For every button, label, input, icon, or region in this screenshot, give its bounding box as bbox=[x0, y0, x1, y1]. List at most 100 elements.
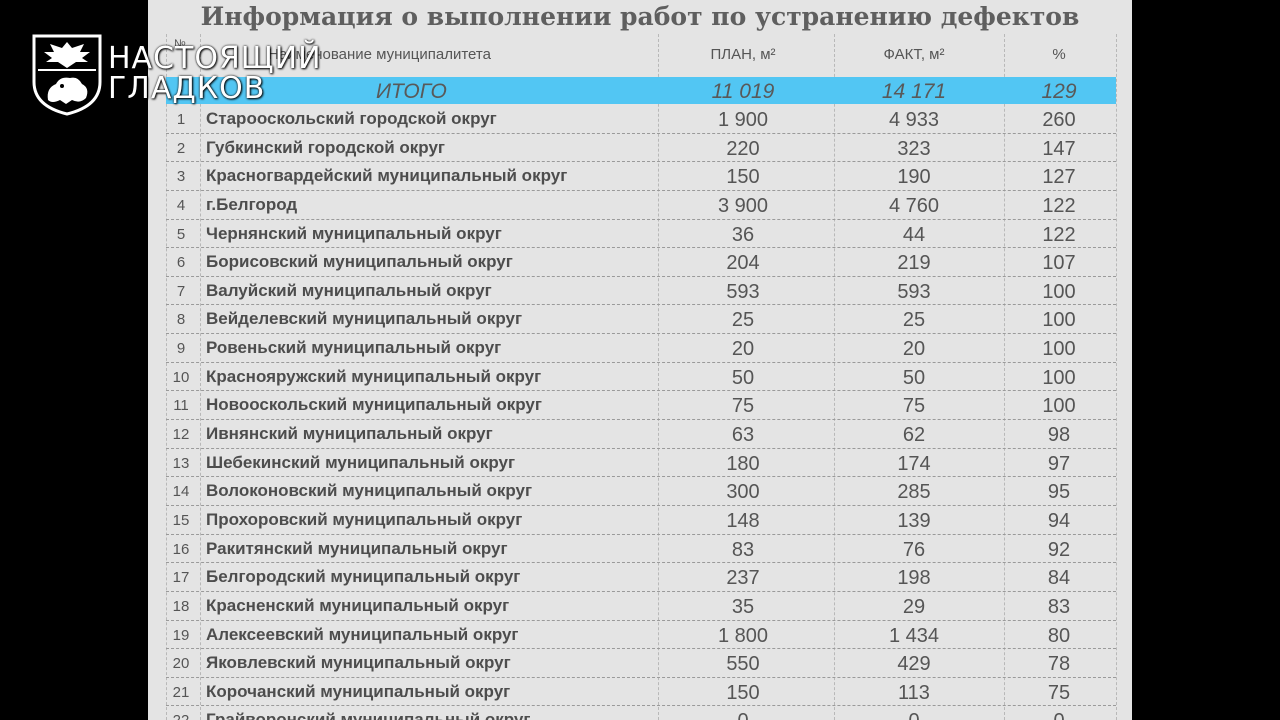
row-plan: 237 bbox=[726, 567, 760, 590]
table-row: 6 Борисовский муниципальный округ 204 219 10… bbox=[166, 248, 1116, 277]
row-fact: 1 434 bbox=[888, 624, 940, 647]
table-header: № Наименование муниципалитета ПЛАН, м² Ф… bbox=[148, 36, 1132, 76]
table-row: 18 Красненский муниципальный округ 35 29 83 bbox=[166, 592, 1116, 621]
row-pct: 84 bbox=[1047, 567, 1071, 590]
row-pct: 92 bbox=[1047, 538, 1071, 561]
totals-pct: 129 bbox=[1041, 80, 1077, 103]
row-num: 19 bbox=[172, 626, 190, 644]
row-fact: 75 bbox=[902, 395, 926, 418]
row-fact: 62 bbox=[902, 424, 926, 447]
row-name: Алексеевский муниципальный округ bbox=[206, 624, 519, 644]
row-name: Красненский муниципальный округ bbox=[206, 595, 510, 615]
header-fact: ФАКТ, м² bbox=[883, 46, 945, 63]
row-plan: 3 900 bbox=[717, 194, 769, 217]
row-plan: 204 bbox=[726, 252, 760, 275]
row-pct: 80 bbox=[1047, 624, 1071, 647]
table-row: 16 Ракитянский муниципальный округ 83 76 92 bbox=[166, 535, 1116, 564]
row-name: Ракитянский муниципальный округ bbox=[206, 538, 508, 558]
row-num: 8 bbox=[176, 311, 186, 329]
row-name: Краснояружский муниципальный округ bbox=[206, 366, 542, 386]
row-fact: 593 bbox=[897, 280, 931, 303]
row-fact: 4 933 bbox=[888, 109, 940, 131]
brand-line-2: ГЛАДКОВ bbox=[108, 71, 266, 106]
brand-line-1: НАСТОЯЩИЙ bbox=[108, 41, 322, 76]
row-pct: 147 bbox=[1042, 137, 1076, 160]
row-num: 12 bbox=[172, 426, 190, 444]
row-plan: 150 bbox=[726, 681, 760, 704]
row-plan: 25 bbox=[731, 309, 755, 332]
table-row: 9 Ровеньский муниципальный округ 20 20 100 bbox=[166, 334, 1116, 363]
row-fact: 20 bbox=[902, 338, 926, 361]
table-body: 1 Старооскольский городской округ 1 900 4 9… bbox=[166, 105, 1116, 720]
row-pct: 94 bbox=[1047, 509, 1071, 532]
table-row: 19 Алексеевский муниципальный округ 1 800 1… bbox=[166, 621, 1116, 650]
row-num: 20 bbox=[172, 655, 190, 673]
row-name: Борисовский муниципальный округ bbox=[206, 252, 513, 272]
row-name: Шебекинский муниципальный округ bbox=[206, 452, 516, 472]
table-row: 10 Краснояружский муниципальный округ 50 50… bbox=[166, 363, 1116, 392]
row-plan: 50 bbox=[731, 366, 755, 389]
row-name: Грайворонский муниципальный округ bbox=[206, 710, 531, 720]
row-fact: 0 bbox=[839, 710, 989, 720]
row-name: Вейделевский муниципальный округ bbox=[206, 309, 523, 329]
row-pct: 100 bbox=[1042, 280, 1076, 303]
row-name: Корочанский муниципальный округ bbox=[206, 681, 511, 701]
table-row: 2 Губкинский городской округ 220 323 147 bbox=[166, 134, 1116, 163]
table-row: 8 Вейделевский муниципальный округ 25 25 100 bbox=[166, 305, 1116, 335]
row-fact: 44 bbox=[902, 223, 926, 246]
row-fact: 25 bbox=[902, 309, 926, 332]
table-row: 11 Новооскольский муниципальный округ 75 75… bbox=[166, 391, 1116, 421]
row-num: 5 bbox=[176, 225, 186, 243]
row-pct: 83 bbox=[1047, 595, 1071, 618]
column-divider bbox=[834, 34, 835, 720]
header-pct: % bbox=[1052, 46, 1066, 63]
row-pct: 122 bbox=[1042, 223, 1076, 246]
row-name: Валуйский муниципальный округ bbox=[206, 280, 492, 300]
row-plan: 63 bbox=[731, 424, 755, 447]
row-pct: 100 bbox=[1042, 395, 1076, 418]
row-fact: 190 bbox=[897, 166, 931, 189]
row-fact: 113 bbox=[898, 681, 930, 704]
table-row: 14 Волоконовский муниципальный округ 300 28… bbox=[166, 477, 1116, 506]
row-pct: 260 bbox=[1042, 109, 1076, 131]
row-num: 11 bbox=[173, 397, 189, 415]
row-fact: 50 bbox=[902, 366, 926, 389]
row-num: 1 bbox=[176, 111, 186, 128]
table-row: 4 г.Белгород 3 900 4 760 122 bbox=[166, 191, 1116, 220]
row-plan: 300 bbox=[726, 481, 760, 504]
row-fact: 174 bbox=[897, 452, 931, 475]
row-plan: 35 bbox=[731, 595, 755, 618]
row-name: Красногвардейский муниципальный округ bbox=[206, 166, 568, 186]
row-num: 4 bbox=[176, 196, 186, 214]
row-plan: 1 800 bbox=[717, 624, 769, 647]
table-row: 1 Старооскольский городской округ 1 900 4 9… bbox=[166, 105, 1116, 134]
page-title: Информация о выполнении работ по устране… bbox=[200, 2, 1080, 31]
row-pct: 95 bbox=[1047, 481, 1071, 504]
row-plan: 20 bbox=[731, 338, 755, 361]
row-fact: 4 760 bbox=[888, 194, 940, 217]
row-num: 2 bbox=[176, 139, 186, 157]
row-name: Ивнянский муниципальный округ bbox=[206, 424, 493, 444]
table-row: 20 Яковлевский муниципальный округ 550 429 7… bbox=[166, 649, 1116, 678]
row-plan: 220 bbox=[726, 137, 760, 160]
brand-watermark: НАСТОЯЩИЙ ГЛАДКОВ bbox=[108, 44, 322, 104]
table-row: 15 Прохоровский муниципальный округ 148 139… bbox=[166, 506, 1116, 535]
row-pct: 100 bbox=[1042, 338, 1076, 361]
row-num: 22 bbox=[166, 712, 196, 720]
row-fact: 139 bbox=[897, 509, 931, 532]
totals-label: ИТОГО bbox=[376, 80, 447, 103]
row-num: 14 bbox=[172, 483, 190, 501]
totals-row: ИТОГО 11 019 14 171 129 bbox=[166, 77, 1116, 104]
coat-of-arms-icon bbox=[32, 34, 102, 116]
row-pct: 127 bbox=[1042, 166, 1076, 189]
row-num: 3 bbox=[176, 168, 186, 186]
row-plan: 75 bbox=[731, 395, 755, 418]
row-fact: 29 bbox=[902, 595, 926, 618]
row-pct: 97 bbox=[1047, 452, 1071, 475]
row-num: 17 bbox=[172, 569, 190, 587]
row-fact: 198 bbox=[897, 567, 931, 590]
row-plan: 83 bbox=[731, 538, 755, 561]
row-name: Новооскольский муниципальный округ bbox=[206, 395, 542, 415]
slide: Информация о выполнении работ по устране… bbox=[148, 0, 1132, 720]
row-num: 18 bbox=[172, 597, 190, 615]
